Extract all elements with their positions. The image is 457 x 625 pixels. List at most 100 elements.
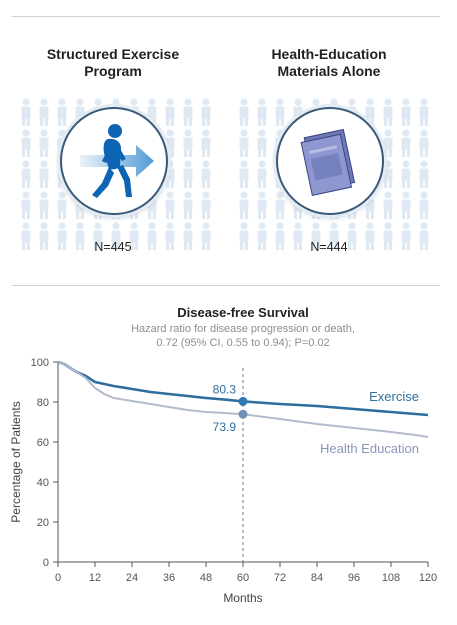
health-education-arm-title-line2: Materials Alone — [277, 63, 381, 79]
person-silhouette-icon — [347, 222, 357, 250]
exercise-arm-title-line1: Structured Exercise — [46, 46, 180, 62]
value-label-health-education: 73.9 — [213, 420, 237, 434]
y-tick-label: 60 — [37, 437, 49, 449]
person-silhouette-icon — [21, 160, 31, 188]
person-silhouette-icon — [419, 160, 429, 188]
person-silhouette-icon — [419, 191, 429, 219]
y-tick-label: 0 — [43, 557, 49, 569]
person-silhouette-icon — [201, 129, 211, 157]
person-silhouette-icon — [257, 160, 267, 188]
person-silhouette-icon — [165, 191, 175, 219]
series-label-health-education: Health Education — [320, 441, 419, 456]
x-tick-label: 84 — [311, 572, 323, 584]
person-silhouette-icon — [129, 222, 139, 250]
x-tick-label: 48 — [200, 572, 212, 584]
person-silhouette-icon — [401, 191, 411, 219]
x-tick-label: 120 — [419, 572, 437, 584]
exercise-arm-title-line2: Program — [84, 63, 142, 79]
health-education-icon-circle — [276, 107, 384, 215]
person-silhouette-icon — [239, 222, 249, 250]
person-silhouette-icon — [383, 222, 393, 250]
person-silhouette-icon — [21, 98, 31, 126]
x-tick-label: 24 — [126, 572, 138, 584]
person-silhouette-icon — [365, 222, 375, 250]
chart-title: Disease-free Survival — [177, 305, 309, 320]
person-silhouette-icon — [201, 191, 211, 219]
y-axis-label: Percentage of Patients — [9, 401, 23, 522]
person-silhouette-icon — [165, 98, 175, 126]
person-silhouette-icon — [257, 129, 267, 157]
person-silhouette-icon — [311, 222, 321, 250]
x-axis-label: Months — [223, 591, 262, 605]
person-silhouette-icon — [201, 160, 211, 188]
person-silhouette-icon — [165, 129, 175, 157]
series-label-exercise: Exercise — [369, 389, 419, 404]
y-tick-label: 100 — [31, 357, 49, 369]
y-tick-label: 20 — [37, 517, 49, 529]
chart-subtitle-line1: Hazard ratio for disease progression or … — [131, 323, 355, 335]
person-silhouette-icon — [21, 129, 31, 157]
x-tick-label: 72 — [274, 572, 286, 584]
person-silhouette-icon — [57, 191, 67, 219]
person-silhouette-icon — [401, 98, 411, 126]
person-silhouette-icon — [257, 98, 267, 126]
person-silhouette-icon — [183, 160, 193, 188]
chart-subtitle-line2: 0.72 (95% CI, 0.55 to 0.94); P=0.02 — [156, 337, 330, 349]
walking-person-icon — [80, 124, 154, 198]
person-silhouette-icon — [39, 222, 49, 250]
person-silhouette-icon — [201, 98, 211, 126]
person-silhouette-icon — [39, 160, 49, 188]
person-silhouette-icon — [21, 191, 31, 219]
person-silhouette-icon — [401, 222, 411, 250]
person-silhouette-icon — [57, 222, 67, 250]
person-silhouette-icon — [275, 191, 285, 219]
value-marker-exercise — [238, 396, 248, 406]
person-silhouette-icon — [147, 222, 157, 250]
person-silhouette-icon — [39, 129, 49, 157]
person-silhouette-icon — [39, 191, 49, 219]
person-silhouette-icon — [239, 191, 249, 219]
x-tick-label: 108 — [382, 572, 400, 584]
series-line-health-education — [57, 361, 429, 438]
person-silhouette-icon — [183, 191, 193, 219]
person-silhouette-icon — [183, 129, 193, 157]
exercise-arm-title: Structured Exercise Program — [18, 46, 208, 80]
person-silhouette-icon — [419, 98, 429, 126]
disease-free-survival-chart: 0 20 40 60 80 100 0 12 24 36 48 60 72 84 96 108 120 Month… — [9, 357, 437, 605]
person-silhouette-icon — [383, 191, 393, 219]
person-silhouette-icon — [275, 98, 285, 126]
person-silhouette-icon — [383, 129, 393, 157]
person-silhouette-icon — [275, 222, 285, 250]
person-silhouette-icon — [57, 98, 67, 126]
value-label-exercise: 80.3 — [213, 382, 237, 396]
person-silhouette-icon — [419, 129, 429, 157]
value-marker-health-education — [238, 409, 248, 419]
person-silhouette-icon — [383, 160, 393, 188]
person-silhouette-icon — [293, 222, 303, 250]
person-silhouette-icon — [329, 222, 339, 250]
x-tick-label: 60 — [237, 572, 249, 584]
person-silhouette-icon — [401, 129, 411, 157]
x-tick-label: 12 — [89, 572, 101, 584]
health-education-arm-title-line1: Health-Education — [271, 46, 387, 62]
section-divider — [12, 285, 440, 286]
person-silhouette-icon — [75, 222, 85, 250]
person-silhouette-icon — [183, 222, 193, 250]
health-education-arm-title: Health-Education Materials Alone — [234, 46, 424, 80]
booklet-icon — [300, 128, 356, 196]
person-silhouette-icon — [401, 160, 411, 188]
person-silhouette-icon — [39, 98, 49, 126]
person-silhouette-icon — [165, 222, 175, 250]
person-silhouette-icon — [21, 222, 31, 250]
x-tick-label: 0 — [55, 572, 61, 584]
y-tick-label: 40 — [37, 477, 49, 489]
exercise-arm-n: N=445 — [94, 240, 132, 254]
person-silhouette-icon — [257, 191, 267, 219]
person-silhouette-icon — [239, 98, 249, 126]
person-silhouette-icon — [239, 160, 249, 188]
person-silhouette-icon — [111, 222, 121, 250]
person-silhouette-icon — [239, 129, 249, 157]
x-tick-label: 96 — [348, 572, 360, 584]
person-silhouette-icon — [419, 222, 429, 250]
health-education-arm-n: N=444 — [310, 240, 348, 254]
